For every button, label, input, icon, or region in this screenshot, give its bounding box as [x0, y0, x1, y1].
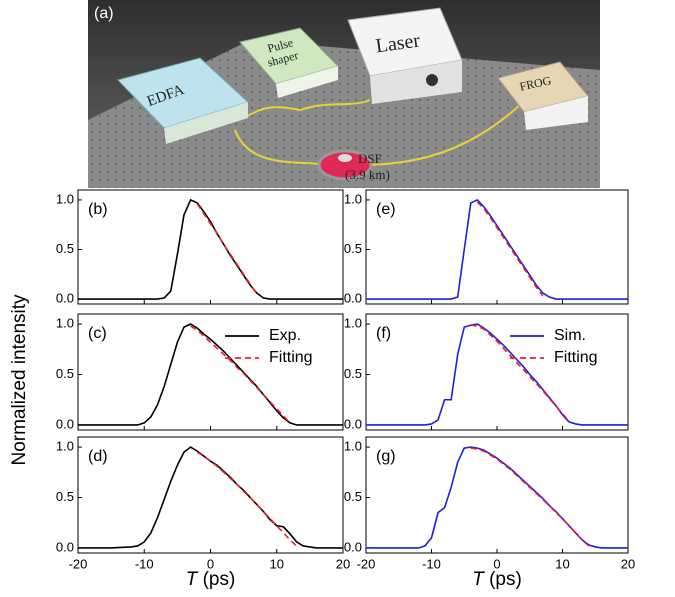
x-tick-label: -10: [135, 556, 154, 571]
x-axis-label: T (ps): [186, 569, 236, 590]
panel-label: (e): [376, 201, 396, 218]
legend-label: Exp.: [269, 327, 301, 344]
x-tick-label: -20: [69, 556, 88, 571]
x-tick-label: 10: [555, 556, 569, 571]
y-tick-label: 0.0: [56, 416, 74, 431]
plot-frame: [366, 437, 628, 553]
y-tick-label: 0.0: [56, 539, 74, 554]
y-tick-label: 1.0: [344, 191, 362, 206]
panel-label: (d): [88, 448, 108, 465]
plot-frame: [366, 190, 628, 304]
data-line: [78, 200, 343, 299]
y-tick-label: 0.0: [344, 290, 362, 305]
y-tick-label: 1.0: [344, 316, 362, 331]
x-axis-label: T (ps): [472, 569, 522, 590]
legend-label: Fitting: [554, 349, 598, 366]
y-tick-label: 0.5: [344, 489, 362, 504]
data-line: [78, 324, 343, 425]
x-tick-label: 20: [336, 556, 350, 571]
panel-label: (b): [88, 201, 108, 218]
laser-knob: [426, 74, 438, 86]
y-tick-label: 1.0: [344, 439, 362, 454]
spool-hub: [338, 154, 352, 162]
data-line: [477, 202, 542, 296]
x-tick-label: -20: [357, 556, 376, 571]
y-tick-label: 1.0: [56, 316, 74, 331]
panel-label: (g): [376, 448, 396, 465]
panel-label: (a): [94, 5, 114, 22]
y-tick-label: 0.0: [344, 539, 362, 554]
data-line: [366, 200, 628, 299]
y-tick-label: 0.0: [56, 290, 74, 305]
y-tick-label: 0.0: [344, 416, 362, 431]
panel-label: (c): [88, 325, 107, 342]
y-tick-label: 1.0: [56, 439, 74, 454]
figure: (a) EDFA Pulse shaper Laser FROG DSF (3.…: [0, 0, 675, 597]
plot-frame: [78, 437, 343, 553]
legend-label: Fitting: [269, 349, 313, 366]
plot-frame: [78, 314, 343, 430]
plot-frame: [366, 314, 628, 430]
data-line: [366, 447, 628, 548]
data-line: [366, 324, 628, 425]
x-tick-label: 20: [621, 556, 635, 571]
data-line: [471, 448, 589, 546]
fiber-label: DSF: [358, 151, 382, 166]
legend-label: Sim.: [554, 327, 586, 344]
data-line: [78, 447, 343, 548]
plot-frame: [78, 190, 343, 304]
data-line: [197, 204, 257, 294]
x-tick-label: -10: [422, 556, 441, 571]
fiber-length: (3.9 km): [345, 167, 390, 182]
y-tick-label: 1.0: [56, 191, 74, 206]
data-line: [197, 452, 296, 546]
y-tick-label: 0.5: [56, 241, 74, 256]
setup-panel: (a) EDFA Pulse shaper Laser FROG DSF (3.…: [88, 0, 600, 188]
y-tick-label: 0.5: [56, 489, 74, 504]
y-axis-label: Normalized intensity: [9, 294, 30, 466]
y-tick-label: 0.5: [344, 366, 362, 381]
panel-label: (f): [376, 325, 391, 342]
y-tick-label: 0.5: [344, 241, 362, 256]
y-tick-label: 0.5: [56, 366, 74, 381]
x-tick-label: 10: [270, 556, 284, 571]
